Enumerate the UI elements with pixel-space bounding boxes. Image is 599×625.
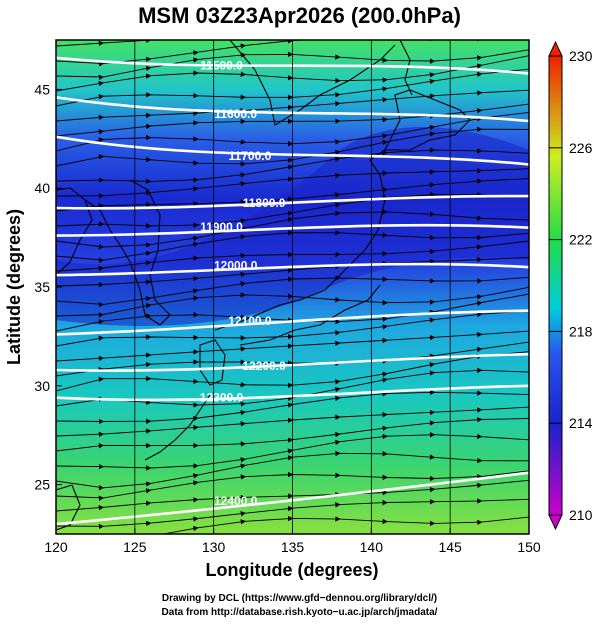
contour-label: 11600.0 bbox=[214, 107, 257, 121]
colorbar: 210 214 218 222 226 230 bbox=[548, 40, 593, 531]
coastline-taiwan bbox=[56, 484, 81, 531]
colorbar-ticks: 210 214 218 222 226 230 bbox=[549, 48, 593, 523]
colorbar-tick-label: 230 bbox=[569, 48, 593, 64]
y-tick-label: 35 bbox=[34, 279, 50, 295]
colorbar-tick-label: 226 bbox=[569, 140, 593, 156]
x-tick-label: 120 bbox=[44, 539, 68, 555]
colorbar-min-triangle bbox=[548, 514, 563, 531]
contour-label: 12100.0 bbox=[228, 314, 272, 328]
contour-label: 11800.0 bbox=[243, 196, 286, 210]
y-axis-ticks: 25 30 35 40 45 bbox=[34, 81, 62, 493]
y-tick-label: 30 bbox=[34, 378, 50, 394]
x-axis-ticks: 120 125 130 135 140 145 150 bbox=[44, 528, 541, 555]
x-tick-label: 125 bbox=[123, 539, 147, 555]
credit-data: Data from http://database.rish.kyoto−u.a… bbox=[161, 607, 438, 618]
colorbar-tick-label: 222 bbox=[569, 232, 593, 248]
colorbar-max-triangle bbox=[548, 40, 563, 57]
x-axis-label: Longitude (degrees) bbox=[205, 560, 378, 580]
coastline-china bbox=[56, 187, 93, 276]
colorbar-tick-label: 210 bbox=[569, 507, 593, 523]
contour-label: 12200.0 bbox=[242, 359, 286, 373]
x-tick-label: 135 bbox=[281, 539, 305, 555]
x-tick-label: 150 bbox=[517, 539, 541, 555]
contour-label: 12400.0 bbox=[214, 494, 258, 508]
credit-drawing: Drawing by DCL (https://www.gfd−dennou.o… bbox=[161, 593, 438, 604]
y-tick-label: 40 bbox=[34, 180, 50, 196]
x-tick-label: 145 bbox=[438, 539, 462, 555]
contour-label: 11500.0 bbox=[200, 59, 243, 73]
contour-label: 11900.0 bbox=[200, 220, 243, 234]
map-title: MSM 03Z23Apr2026 (200.0hPa) bbox=[138, 3, 461, 28]
y-tick-label: 25 bbox=[34, 477, 50, 493]
contour-label: 12000.0 bbox=[214, 258, 258, 272]
contour-label: 11700.0 bbox=[229, 149, 272, 163]
colorbar-tick-label: 218 bbox=[569, 323, 593, 339]
y-tick-label: 45 bbox=[34, 81, 50, 97]
x-tick-label: 130 bbox=[202, 539, 226, 555]
colorbar-tick-label: 214 bbox=[569, 415, 593, 431]
x-tick-label: 140 bbox=[360, 539, 384, 555]
contour-label: 12300.0 bbox=[200, 391, 244, 405]
credit: Drawing by DCL (https://www.gfd−dennou.o… bbox=[0, 592, 599, 620]
gridlines bbox=[134, 40, 451, 534]
y-axis-label: Latitude (degrees) bbox=[4, 209, 24, 365]
colorbar-scale bbox=[548, 55, 563, 516]
